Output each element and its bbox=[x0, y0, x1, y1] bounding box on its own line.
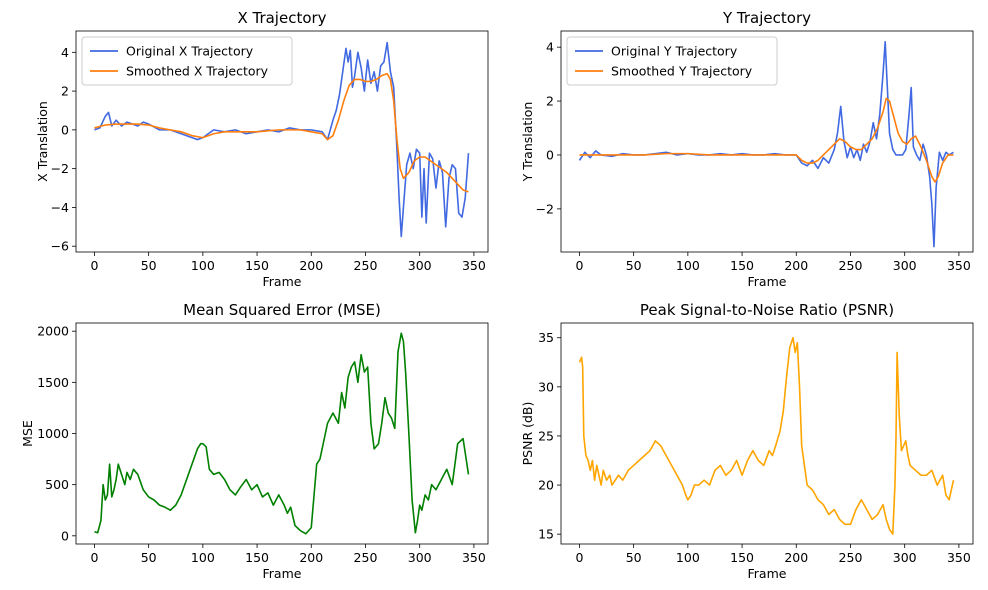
y-tick-label: 35 bbox=[538, 330, 554, 345]
x-tick-label: 50 bbox=[141, 550, 157, 565]
legend: Original Y Trajectory Smoothed Y Trajecto… bbox=[566, 36, 778, 86]
x-axis-label: Frame bbox=[263, 566, 302, 581]
y-tick-label: 1000 bbox=[37, 426, 69, 441]
chart-title: X Trajectory bbox=[237, 9, 326, 27]
x-tick-label: 350 bbox=[947, 258, 971, 273]
y-tick-label: 2000 bbox=[37, 324, 69, 339]
y-axis-label: MSE bbox=[20, 420, 35, 447]
x-tick-label: 50 bbox=[626, 258, 642, 273]
x-tick-label: 100 bbox=[191, 550, 215, 565]
y-tick-label: 0 bbox=[546, 147, 554, 162]
x-tick-label: 250 bbox=[839, 258, 863, 273]
y-axis-label: Y Translation bbox=[520, 102, 535, 183]
x-tick-label: 0 bbox=[90, 550, 98, 565]
y-tick-label: 0 bbox=[61, 528, 69, 543]
legend: Original X Trajectory Smoothed X Trajecto… bbox=[81, 36, 293, 86]
chart-title: Mean Squared Error (MSE) bbox=[183, 301, 381, 319]
x-tick-label: 300 bbox=[893, 550, 917, 565]
x-tick-label: 300 bbox=[408, 258, 432, 273]
y-tick-label: 4 bbox=[546, 40, 554, 55]
y-tick-label: 1500 bbox=[37, 375, 69, 390]
chart-panel-3: Mean Squared Error (MSE) 0 50 100 150 200 250 3… bbox=[20, 301, 489, 581]
y-tick-label: −4 bbox=[51, 200, 69, 215]
y-tick-label: 30 bbox=[538, 379, 554, 394]
x-axis-label: Frame bbox=[748, 274, 787, 289]
y-tick-label: 2 bbox=[61, 84, 69, 99]
y-tick-label: 15 bbox=[538, 527, 554, 542]
legend-label: Original Y Trajectory bbox=[611, 44, 738, 59]
x-tick-label: 0 bbox=[575, 550, 583, 565]
x-tick-label: 350 bbox=[947, 550, 971, 565]
x-tick-label: 150 bbox=[730, 258, 754, 273]
plot-frame bbox=[560, 322, 974, 545]
y-tick-label: 25 bbox=[538, 428, 554, 443]
chart-panel-1: X Trajectory 0 50 100 150 200 250 300 350 −6 −4 −2 0… bbox=[35, 9, 489, 289]
x-tick-label: 200 bbox=[784, 258, 808, 273]
legend-box bbox=[81, 36, 293, 86]
series-line-smoothed-x-trajectory bbox=[94, 72, 469, 193]
x-tick-label: 100 bbox=[676, 550, 700, 565]
x-tick-label: 0 bbox=[90, 258, 98, 273]
plot-frame bbox=[75, 322, 489, 545]
legend-label: Smoothed Y Trajectory bbox=[611, 64, 753, 79]
x-tick-label: 100 bbox=[191, 258, 215, 273]
plot-frame bbox=[560, 30, 974, 253]
y-axis-label: PSNR (dB) bbox=[520, 402, 535, 466]
x-tick-label: 0 bbox=[575, 258, 583, 273]
y-tick-label: −2 bbox=[536, 201, 554, 216]
x-tick-label: 50 bbox=[141, 258, 157, 273]
chart-title: Y Trajectory bbox=[722, 9, 811, 27]
x-tick-label: 150 bbox=[730, 550, 754, 565]
x-tick-label: 250 bbox=[839, 550, 863, 565]
x-axis-label: Frame bbox=[748, 566, 787, 581]
x-tick-label: 300 bbox=[893, 258, 917, 273]
y-tick-label: 0 bbox=[61, 122, 69, 137]
x-tick-label: 50 bbox=[626, 550, 642, 565]
chart-panel-2: Y Trajectory 0 50 100 150 200 250 300 350 −2 0 2 4 Fr… bbox=[520, 9, 974, 289]
chart-panel-4: Peak Signal-to-Noise Ratio (PSNR) 0 50 100 1… bbox=[520, 301, 974, 581]
y-tick-label: 500 bbox=[45, 477, 69, 492]
legend-label: Original X Trajectory bbox=[126, 44, 254, 59]
chart-title: Peak Signal-to-Noise Ratio (PSNR) bbox=[640, 301, 894, 319]
x-tick-label: 350 bbox=[462, 550, 486, 565]
x-tick-label: 150 bbox=[245, 258, 269, 273]
series-line-1 bbox=[94, 332, 470, 535]
y-tick-label: −2 bbox=[51, 161, 69, 176]
plot-frame bbox=[75, 30, 489, 253]
y-axis-label: X Translation bbox=[35, 101, 50, 182]
legend-label: Smoothed X Trajectory bbox=[126, 64, 269, 79]
y-tick-label: 2 bbox=[546, 94, 554, 109]
series-line-1 bbox=[578, 336, 955, 535]
y-tick-label: −6 bbox=[51, 239, 69, 254]
x-tick-label: 350 bbox=[462, 258, 486, 273]
x-tick-label: 150 bbox=[245, 550, 269, 565]
x-tick-label: 200 bbox=[784, 550, 808, 565]
x-tick-label: 250 bbox=[354, 550, 378, 565]
x-tick-label: 100 bbox=[676, 258, 700, 273]
y-tick-label: 4 bbox=[61, 45, 69, 60]
series-line-smoothed-y-trajectory bbox=[579, 97, 954, 183]
x-tick-label: 300 bbox=[408, 550, 432, 565]
y-tick-label: 20 bbox=[538, 478, 554, 493]
x-axis-label: Frame bbox=[263, 274, 302, 289]
x-tick-label: 200 bbox=[299, 550, 323, 565]
x-tick-label: 250 bbox=[354, 258, 378, 273]
x-tick-label: 200 bbox=[299, 258, 323, 273]
legend-box bbox=[566, 36, 778, 86]
